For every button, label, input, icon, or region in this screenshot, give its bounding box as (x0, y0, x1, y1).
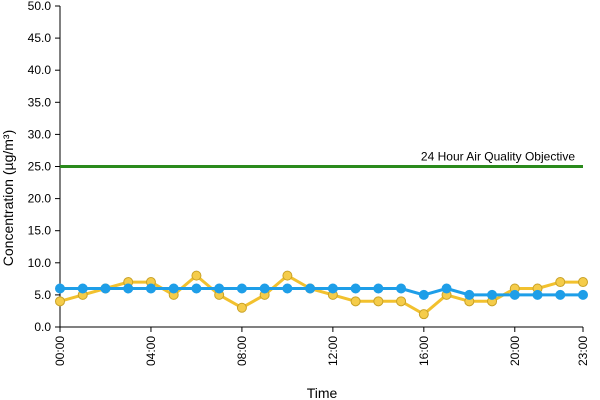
series-2-point (236, 283, 247, 294)
y-tick-label: 15.0 (28, 224, 52, 238)
x-tick-label: 08:00 (235, 336, 249, 366)
series-1-point (373, 296, 384, 307)
x-tick-label: 04:00 (144, 336, 158, 366)
y-tick-label: 10.0 (28, 256, 52, 270)
x-tick-label: 23:00 (576, 336, 590, 366)
y-tick-label: 50.0 (28, 0, 52, 13)
series-2-point (532, 289, 543, 300)
y-tick-label: 25.0 (28, 160, 52, 174)
y-tick-label: 45.0 (28, 31, 52, 45)
y-axis: 0.0 5.0 10.0 15.0 20.0 25.0 30.0 35.0 40.0 45.0 50… (28, 0, 61, 334)
series-group (55, 270, 588, 320)
series-1-point (418, 309, 429, 320)
y-tick-label: 20.0 (28, 192, 52, 206)
y-axis-title: Concentration (µg/m³) (0, 130, 16, 266)
y-tick-label: 0.0 (34, 320, 51, 334)
x-tick-label: 20:00 (508, 336, 522, 366)
series-2-point (396, 283, 407, 294)
x-axis: 00:00 04:00 08:00 12:00 16:00 20:00 23:00 (53, 326, 590, 366)
series-1-point (578, 277, 588, 288)
series-2-point (282, 283, 293, 294)
series-1-point (396, 296, 407, 307)
series-2-point (373, 283, 384, 294)
series-1-point (282, 270, 293, 281)
series-2-point (350, 283, 361, 294)
series-1-point (350, 296, 361, 307)
y-tick-label: 35.0 (28, 95, 52, 109)
series-1-point (55, 296, 65, 307)
series-2-point (77, 283, 88, 294)
x-tick-label: 00:00 (53, 336, 67, 366)
series-2-point (259, 283, 270, 294)
y-tick-label: 30.0 (28, 127, 52, 141)
series-1-point (555, 277, 566, 288)
air-quality-objective-label: 24 Hour Air Quality Objective (421, 150, 575, 164)
series-2-point (487, 289, 498, 300)
series-2-point (464, 289, 475, 300)
reference-line-group: 24 Hour Air Quality Objective (60, 150, 583, 168)
series-2-point (555, 289, 566, 300)
series-2-point (55, 283, 65, 294)
series-2-point (305, 283, 316, 294)
y-tick-label: 40.0 (28, 63, 52, 77)
series-1-point (191, 270, 202, 281)
x-tick-label: 16:00 (417, 336, 431, 366)
x-tick-label: 12:00 (326, 336, 340, 366)
series-2 (55, 283, 588, 300)
series-2-point (418, 289, 429, 300)
series-2-point (168, 283, 179, 294)
series-2-point (441, 283, 452, 294)
series-2-point (123, 283, 134, 294)
series-2-point (327, 283, 338, 294)
series-2-point (100, 283, 111, 294)
y-tick-label: 5.0 (34, 288, 51, 302)
series-2-point (578, 289, 588, 300)
series-2-point (145, 283, 156, 294)
series-2-point (191, 283, 202, 294)
series-2-point (509, 289, 520, 300)
series-2-point (214, 283, 225, 294)
series-1-point (236, 302, 247, 313)
x-axis-title: Time (307, 385, 338, 400)
